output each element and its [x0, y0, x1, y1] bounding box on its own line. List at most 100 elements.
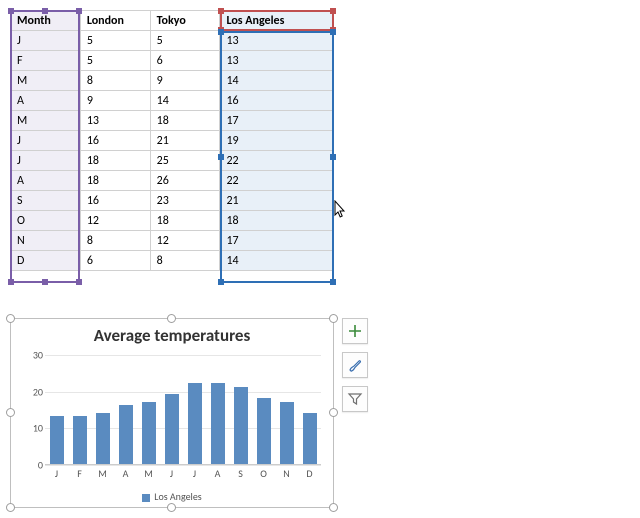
resize-handle[interactable]: [6, 314, 15, 323]
cell[interactable]: 5: [80, 51, 150, 71]
resize-handle[interactable]: [167, 503, 176, 512]
cell[interactable]: 14: [150, 91, 220, 111]
cell[interactable]: A: [11, 171, 81, 191]
cell[interactable]: 6: [80, 251, 150, 271]
resize-handle[interactable]: [329, 408, 338, 417]
header-month[interactable]: Month: [11, 11, 81, 31]
cell[interactable]: 18: [150, 211, 220, 231]
table-row[interactable]: A182622: [11, 171, 334, 191]
cell[interactable]: 13: [220, 31, 334, 51]
table-row[interactable]: D6814: [11, 251, 334, 271]
chart-elements-button[interactable]: [342, 318, 368, 344]
table-row[interactable]: F5613: [11, 51, 334, 71]
cell[interactable]: F: [11, 51, 81, 71]
resize-handle[interactable]: [6, 408, 15, 417]
cell[interactable]: 26: [150, 171, 220, 191]
cell[interactable]: 18: [150, 111, 220, 131]
cell[interactable]: A: [11, 91, 81, 111]
chart-filters-button[interactable]: [342, 386, 368, 412]
cell[interactable]: 5: [80, 31, 150, 51]
cell[interactable]: 18: [80, 151, 150, 171]
cell[interactable]: 13: [220, 51, 334, 71]
cell[interactable]: 12: [80, 211, 150, 231]
cell[interactable]: 9: [80, 91, 150, 111]
table-row[interactable]: M131817: [11, 111, 334, 131]
bar[interactable]: [188, 383, 202, 464]
cell[interactable]: 21: [220, 191, 334, 211]
cell[interactable]: J: [11, 151, 81, 171]
resize-handle[interactable]: [329, 314, 338, 323]
cell[interactable]: D: [11, 251, 81, 271]
cell[interactable]: J: [11, 31, 81, 51]
cell[interactable]: 22: [220, 171, 334, 191]
cell[interactable]: 25: [150, 151, 220, 171]
table-row[interactable]: J182522: [11, 151, 334, 171]
cell[interactable]: 16: [220, 91, 334, 111]
bar[interactable]: [257, 398, 271, 464]
header-london[interactable]: London: [80, 11, 150, 31]
cell[interactable]: 9: [150, 71, 220, 91]
bar[interactable]: [50, 416, 64, 464]
bar[interactable]: [96, 413, 110, 464]
table-row[interactable]: M8914: [11, 71, 334, 91]
table-row[interactable]: J162119: [11, 131, 334, 151]
cell[interactable]: M: [11, 71, 81, 91]
cell[interactable]: 16: [80, 191, 150, 211]
data-table[interactable]: Month London Tokyo Los Angeles J5513F561…: [10, 10, 334, 271]
table-row[interactable]: J5513: [11, 31, 334, 51]
table-row[interactable]: S162321: [11, 191, 334, 211]
cell[interactable]: 8: [80, 71, 150, 91]
cell[interactable]: 18: [220, 211, 334, 231]
cell[interactable]: 17: [220, 111, 334, 131]
cell[interactable]: 14: [220, 71, 334, 91]
chart-object[interactable]: Average temperatures 0102030 JFMAMJJASON…: [10, 318, 334, 508]
cell[interactable]: 19: [220, 131, 334, 151]
cell[interactable]: 13: [80, 111, 150, 131]
bar-series[interactable]: [45, 355, 321, 465]
cell[interactable]: 5: [150, 31, 220, 51]
cell[interactable]: 6: [150, 51, 220, 71]
cell[interactable]: 17: [220, 231, 334, 251]
cell[interactable]: 14: [220, 251, 334, 271]
bar[interactable]: [303, 413, 317, 464]
bar[interactable]: [142, 402, 156, 464]
cell[interactable]: 8: [80, 231, 150, 251]
cell[interactable]: 21: [150, 131, 220, 151]
cell[interactable]: J: [11, 131, 81, 151]
y-axis: 0102030: [21, 355, 43, 465]
bar[interactable]: [165, 394, 179, 464]
cell[interactable]: N: [11, 231, 81, 251]
header-los-angeles[interactable]: Los Angeles: [220, 11, 334, 31]
table-row[interactable]: A91416: [11, 91, 334, 111]
cell[interactable]: M: [11, 111, 81, 131]
header-tokyo[interactable]: Tokyo: [150, 11, 220, 31]
bar[interactable]: [234, 387, 248, 464]
resize-handle[interactable]: [329, 503, 338, 512]
cell[interactable]: S: [11, 191, 81, 211]
cell[interactable]: O: [11, 211, 81, 231]
cell[interactable]: 12: [150, 231, 220, 251]
bar[interactable]: [280, 402, 294, 464]
x-tick-label: J: [193, 467, 196, 480]
resize-handle[interactable]: [6, 503, 15, 512]
legend-swatch: [142, 494, 150, 502]
bar[interactable]: [73, 416, 87, 464]
chart-styles-button[interactable]: [342, 352, 368, 378]
bar[interactable]: [211, 383, 225, 464]
brush-icon: [347, 357, 363, 373]
table-row[interactable]: O121818: [11, 211, 334, 231]
cell[interactable]: 18: [80, 171, 150, 191]
bar[interactable]: [119, 405, 133, 464]
plot-area[interactable]: [45, 355, 321, 465]
chart-title[interactable]: Average temperatures: [11, 319, 333, 348]
table-row[interactable]: N81217: [11, 231, 334, 251]
cell[interactable]: 23: [150, 191, 220, 211]
cell[interactable]: 8: [150, 251, 220, 271]
y-tick-label: 10: [33, 422, 43, 435]
cell[interactable]: 22: [220, 151, 334, 171]
chart-legend[interactable]: Los Angeles: [11, 490, 333, 503]
cell[interactable]: 16: [80, 131, 150, 151]
resize-handle[interactable]: [167, 314, 176, 323]
x-tick-label: D: [306, 467, 312, 480]
x-tick-label: M: [98, 467, 107, 480]
